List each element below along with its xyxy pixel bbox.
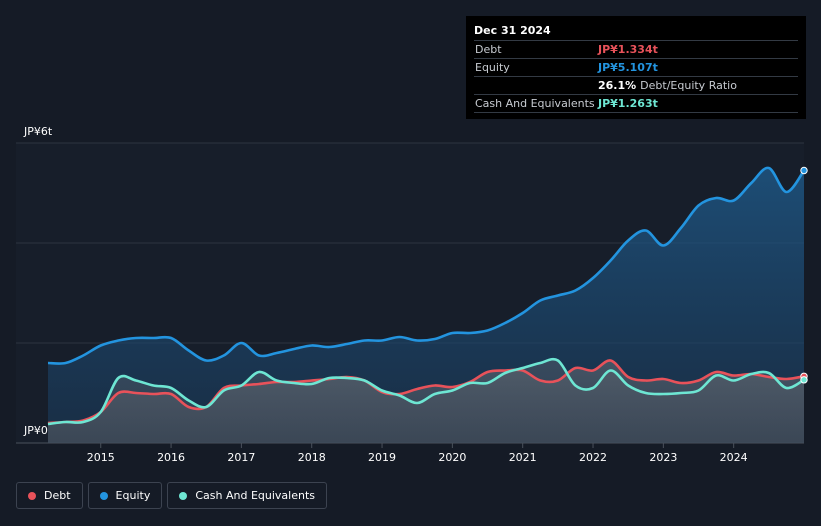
x-tick-label-2021: 2021 (509, 451, 537, 464)
chart-legend: Debt Equity Cash And Equivalents (16, 482, 327, 509)
series-lines (47, 166, 808, 426)
cash-dot-icon (179, 491, 188, 500)
debt-dot-icon (28, 491, 36, 500)
tooltip-debt-label: Debt (475, 43, 502, 56)
legend-debt-label: Debt (44, 489, 71, 502)
tooltip-equity-label: Equity (475, 61, 510, 74)
tooltip-cash-label: Cash And Equivalents (475, 97, 595, 110)
equity-dot-icon (99, 491, 108, 500)
x-tick-label-2015: 2015 (87, 451, 115, 464)
tooltip-row-ratio: 26.1% Debt/Equity Ratio (474, 76, 798, 94)
equity-line-end-marker (800, 166, 808, 175)
tooltip-cash-value: JP¥1.263t (598, 97, 658, 110)
legend-equity-label: Equity (115, 489, 151, 502)
x-tick-label-2017: 2017 (227, 451, 255, 464)
legend-cash-label: Cash And Equivalents (195, 489, 315, 502)
tooltip-debt-value: JP¥1.334t (598, 43, 658, 56)
x-tick-label-2019: 2019 (368, 451, 396, 464)
x-tick-label-2022: 2022 (579, 451, 607, 464)
legend-item-equity[interactable]: Equity (87, 482, 163, 509)
equity-line (47, 166, 806, 365)
x-tick-label-2018: 2018 (298, 451, 326, 464)
y-axis-top-label: JP¥6t (24, 125, 53, 138)
cash-line-end-marker (800, 376, 808, 384)
debt-line (47, 359, 805, 425)
tooltip-row-equity: Equity JP¥5.107t (474, 58, 798, 76)
tooltip-date: Dec 31 2024 (474, 24, 551, 37)
tooltip-row-debt: Debt JP¥1.334t (474, 40, 798, 58)
y-axis-bottom-label: JP¥0 (24, 424, 48, 437)
cash-area (48, 359, 804, 443)
x-tick-label-2016: 2016 (157, 451, 185, 464)
data-tooltip: Dec 31 2024 Debt JP¥1.334t Equity JP¥5.1… (466, 16, 806, 119)
series-areas (48, 167, 804, 443)
tooltip-ratio-label (474, 77, 598, 94)
x-tick-label-2020: 2020 (438, 451, 466, 464)
x-tick-label-2024: 2024 (720, 451, 748, 464)
cash-line (47, 357, 805, 426)
x-tick-label-2023: 2023 (649, 451, 677, 464)
tooltip-ratio-text: Debt/Equity Ratio (640, 79, 737, 92)
x-axis: 2015 2016 2017 2018 2019 2020 2021 2022 2023 2024 (87, 443, 748, 464)
legend-item-cash[interactable]: Cash And Equivalents (167, 482, 327, 509)
tooltip-ratio-value: 26.1% (598, 79, 637, 92)
tooltip-equity-value: JP¥5.107t (598, 61, 658, 74)
tooltip-row-cash: Cash And Equivalents JP¥1.263t (474, 94, 798, 113)
legend-item-debt[interactable]: Debt (16, 482, 83, 509)
